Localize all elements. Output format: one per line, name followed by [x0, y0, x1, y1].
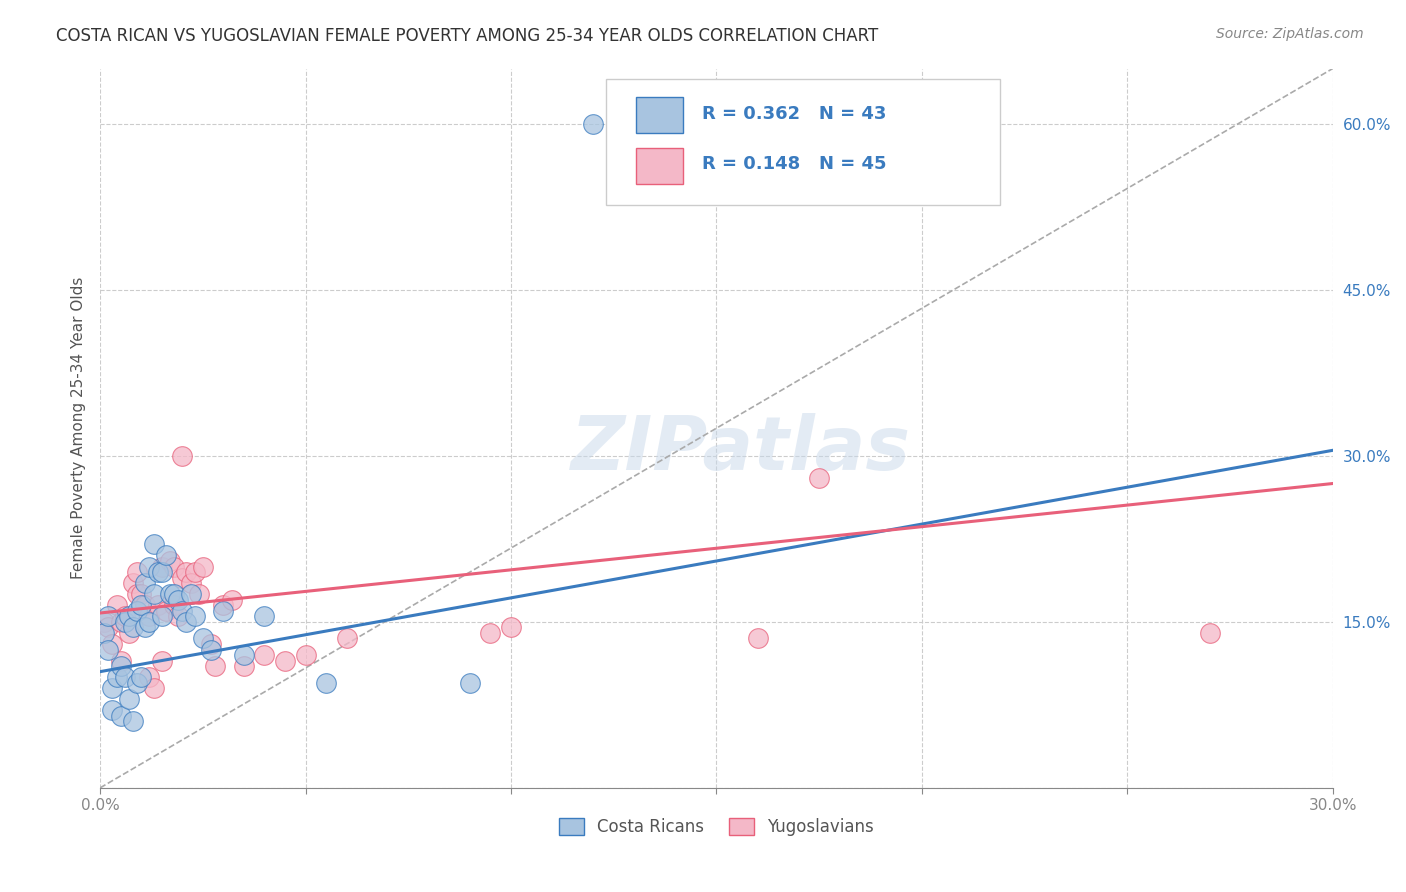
Text: R = 0.148   N = 45: R = 0.148 N = 45	[702, 155, 886, 173]
Point	[159, 587, 181, 601]
Point	[253, 609, 276, 624]
Point	[138, 615, 160, 629]
FancyBboxPatch shape	[606, 79, 1000, 205]
Point	[167, 609, 190, 624]
Point	[127, 587, 149, 601]
Point	[204, 659, 226, 673]
Point	[122, 620, 145, 634]
Point	[97, 642, 120, 657]
Point	[142, 537, 165, 551]
Point	[155, 604, 177, 618]
Point	[118, 692, 141, 706]
Point	[212, 604, 235, 618]
Point	[180, 587, 202, 601]
Point	[747, 632, 769, 646]
Point	[142, 587, 165, 601]
Point	[114, 615, 136, 629]
Point	[93, 615, 115, 629]
Point	[582, 117, 605, 131]
Point	[187, 587, 209, 601]
FancyBboxPatch shape	[637, 97, 683, 133]
Point	[142, 681, 165, 696]
Point	[114, 670, 136, 684]
Point	[129, 587, 152, 601]
Point	[200, 642, 222, 657]
Point	[129, 670, 152, 684]
Text: ZIPatlas: ZIPatlas	[571, 413, 911, 486]
Point	[232, 659, 254, 673]
Point	[101, 637, 124, 651]
Point	[129, 599, 152, 613]
Text: Source: ZipAtlas.com: Source: ZipAtlas.com	[1216, 27, 1364, 41]
Point	[101, 703, 124, 717]
Point	[232, 648, 254, 662]
Point	[336, 632, 359, 646]
Point	[274, 654, 297, 668]
Point	[110, 709, 132, 723]
Text: COSTA RICAN VS YUGOSLAVIAN FEMALE POVERTY AMONG 25-34 YEAR OLDS CORRELATION CHAR: COSTA RICAN VS YUGOSLAVIAN FEMALE POVERT…	[56, 27, 879, 45]
Point	[180, 576, 202, 591]
Point	[97, 609, 120, 624]
Point	[134, 599, 156, 613]
Point	[150, 609, 173, 624]
Point	[499, 620, 522, 634]
Point	[150, 565, 173, 579]
Point	[159, 554, 181, 568]
Point	[105, 670, 128, 684]
Point	[183, 565, 205, 579]
Point	[172, 571, 194, 585]
FancyBboxPatch shape	[637, 148, 683, 184]
Point	[114, 609, 136, 624]
Point	[110, 659, 132, 673]
Point	[172, 449, 194, 463]
Point	[221, 592, 243, 607]
Point	[155, 549, 177, 563]
Point	[138, 609, 160, 624]
Point	[134, 620, 156, 634]
Point	[150, 654, 173, 668]
Point	[122, 576, 145, 591]
Point	[176, 565, 198, 579]
Point	[176, 615, 198, 629]
Point	[127, 675, 149, 690]
Point	[122, 714, 145, 729]
Point	[97, 620, 120, 634]
Point	[118, 609, 141, 624]
Point	[138, 559, 160, 574]
Point	[191, 559, 214, 574]
Point	[458, 675, 481, 690]
Point	[146, 599, 169, 613]
Point	[1198, 626, 1220, 640]
Point	[138, 670, 160, 684]
Point	[200, 637, 222, 651]
Point	[146, 565, 169, 579]
Point	[163, 599, 186, 613]
Text: R = 0.362   N = 43: R = 0.362 N = 43	[702, 105, 886, 123]
Point	[118, 626, 141, 640]
Point	[212, 599, 235, 613]
Legend: Costa Ricans, Yugoslavians: Costa Ricans, Yugoslavians	[550, 809, 883, 844]
Point	[127, 565, 149, 579]
Point	[163, 559, 186, 574]
Point	[808, 471, 831, 485]
Point	[294, 648, 316, 662]
Point	[110, 654, 132, 668]
Point	[167, 592, 190, 607]
Point	[110, 615, 132, 629]
Y-axis label: Female Poverty Among 25-34 Year Olds: Female Poverty Among 25-34 Year Olds	[72, 277, 86, 580]
Point	[479, 626, 502, 640]
Point	[172, 604, 194, 618]
Point	[191, 632, 214, 646]
Point	[183, 609, 205, 624]
Point	[134, 576, 156, 591]
Point	[150, 559, 173, 574]
Point	[253, 648, 276, 662]
Point	[127, 604, 149, 618]
Point	[163, 587, 186, 601]
Point	[93, 626, 115, 640]
Point	[101, 681, 124, 696]
Point	[315, 675, 337, 690]
Point	[105, 599, 128, 613]
